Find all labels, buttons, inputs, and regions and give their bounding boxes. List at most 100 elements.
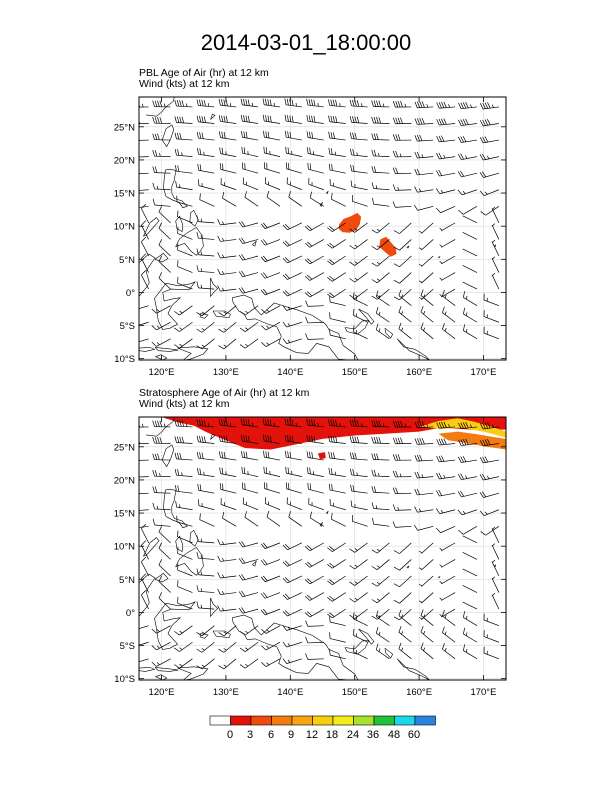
pbl-wind-barb (462, 281, 478, 290)
barb-feather (487, 119, 491, 125)
pbl-wind-barb (420, 289, 434, 306)
barb-feather (352, 308, 355, 316)
barb-half-feather (200, 235, 203, 239)
strat-wind-barb (241, 466, 259, 477)
barb-shaft (441, 288, 456, 298)
barb-shaft (242, 559, 259, 564)
strat-wind-barb (462, 611, 478, 626)
barb-shaft (176, 154, 193, 157)
barb-half-feather (484, 511, 488, 515)
barb-feather (218, 435, 221, 442)
barb-feather (421, 421, 425, 428)
barb-feather (174, 327, 180, 332)
barb-feather (458, 529, 464, 535)
pbl-wind-barb (152, 166, 171, 174)
barb-half-feather (201, 328, 205, 331)
barb-shaft (176, 138, 193, 141)
pbl-wind-barb (198, 179, 215, 191)
pbl-wind-barb (398, 322, 412, 340)
pbl-wind-barb (217, 235, 237, 242)
barb-feather (460, 102, 464, 109)
barb-feather (349, 148, 353, 156)
barb-shaft (198, 590, 215, 593)
barb-feather (199, 115, 202, 123)
pbl-wind-barb (349, 148, 368, 157)
barb-feather (414, 506, 418, 513)
barb-feather (311, 419, 314, 426)
barb-feather (352, 612, 355, 619)
strat-wind-barb (217, 572, 237, 579)
barb-feather (218, 665, 225, 670)
barb-feather (435, 508, 440, 514)
barb-feather (398, 642, 402, 649)
barb-shaft (376, 632, 390, 643)
strat-wind-barb (371, 559, 390, 570)
barb-half-feather (222, 590, 225, 595)
strat-wind-barb (479, 491, 500, 498)
barb-shaft (442, 328, 456, 340)
barb-shaft (264, 608, 281, 616)
barb-feather (174, 468, 177, 476)
barb-half-feather (444, 311, 447, 315)
barb-feather (484, 439, 489, 446)
barb-shaft (463, 330, 478, 340)
pbl-wind-barb (239, 305, 259, 316)
pbl-wind-barb (420, 322, 434, 340)
barb-shaft (223, 625, 237, 637)
barb-shaft (461, 426, 478, 430)
barb-feather (417, 421, 420, 428)
barb-shaft (353, 634, 368, 643)
barb-half-feather (484, 191, 488, 195)
strat-wind-barb (239, 658, 259, 669)
barb-half-feather (418, 280, 423, 283)
pbl-wind-barb (260, 239, 281, 246)
strat-wind-barb (174, 452, 193, 461)
barb-feather (392, 167, 396, 174)
barb-shaft (309, 575, 324, 585)
barb-half-feather (404, 103, 407, 108)
barb-feather (327, 260, 333, 266)
barb-shaft (220, 104, 237, 108)
strat-wind-barb (152, 502, 171, 511)
barb-feather (196, 248, 199, 255)
barb-feather (438, 118, 442, 125)
pbl-coastline (142, 217, 160, 237)
strat-wind-barb (196, 551, 215, 560)
strat-wind-barb (141, 556, 149, 577)
pbl-wind-barb (393, 222, 412, 234)
barb-feather (176, 132, 180, 140)
barb-half-feather (426, 423, 429, 428)
barb-feather (304, 595, 311, 601)
pbl-wind-barb (288, 190, 303, 207)
barb-shaft (441, 575, 456, 585)
strat-wind-barb (151, 625, 171, 634)
barb-feather (201, 452, 204, 459)
barb-feather (154, 420, 158, 427)
barb-feather (225, 436, 228, 443)
barb-feather (376, 420, 379, 427)
barb-feather (266, 190, 270, 198)
barb-feather (354, 452, 357, 460)
barb-feather (238, 558, 243, 564)
strat-wind-barb (217, 539, 237, 546)
barb-feather (282, 305, 287, 311)
pbl-wind-barb (393, 255, 412, 268)
barb-feather (225, 116, 228, 123)
pbl-wind-barb (174, 321, 193, 332)
strat-coastline (384, 647, 394, 659)
colorbar-label: 48 (387, 729, 401, 741)
strat-ytick-label: 0° (126, 608, 135, 619)
pbl-wind-barb (371, 166, 390, 174)
barb-shaft (265, 321, 281, 331)
barb-shaft (158, 277, 171, 290)
barb-feather (349, 278, 355, 283)
strat-wind-barb (306, 435, 324, 444)
pbl-ytick-label: 25°N (114, 122, 135, 133)
barb-shaft (158, 548, 171, 560)
barb-feather (267, 115, 270, 122)
barb-shaft (220, 489, 237, 494)
pbl-wind-barb (418, 239, 434, 251)
pbl-coastline (139, 253, 156, 297)
pbl-region-patch-east (379, 236, 397, 257)
strat-wind-barb (218, 641, 237, 653)
